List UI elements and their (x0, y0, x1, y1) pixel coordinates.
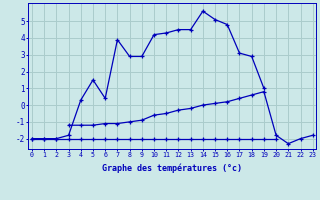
X-axis label: Graphe des températures (°c): Graphe des températures (°c) (102, 164, 242, 173)
